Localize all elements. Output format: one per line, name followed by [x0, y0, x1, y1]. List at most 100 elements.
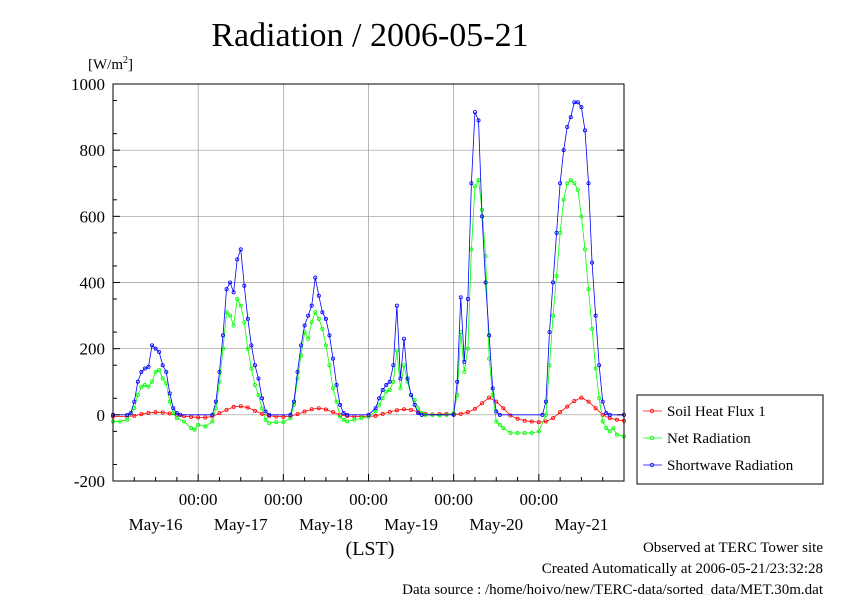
data-point	[579, 395, 584, 400]
data-point	[295, 376, 300, 381]
data-point	[476, 118, 481, 123]
data-point	[377, 396, 382, 401]
data-point	[401, 336, 406, 341]
data-point	[508, 413, 513, 418]
data-point	[600, 419, 605, 424]
data-point	[160, 376, 165, 381]
data-point	[139, 412, 144, 417]
data-point	[458, 295, 463, 300]
data-point	[323, 316, 328, 321]
data-point	[196, 415, 201, 420]
x-tick-label: 00:00	[519, 490, 558, 509]
data-point	[380, 411, 385, 416]
data-point	[327, 333, 332, 338]
data-point	[171, 406, 176, 411]
footer-site: Observed at TERC Tower site	[643, 540, 823, 556]
data-point	[394, 303, 399, 308]
data-point	[451, 412, 456, 417]
data-point	[178, 412, 183, 417]
data-point	[235, 257, 240, 262]
y-tick-label: 600	[80, 207, 106, 226]
data-point	[146, 384, 151, 389]
data-point	[135, 379, 140, 384]
data-point	[494, 409, 499, 414]
y-tick-label: 800	[80, 141, 106, 160]
data-point	[256, 392, 261, 397]
legend-label: Net Radiation	[667, 431, 751, 447]
data-point	[132, 413, 137, 418]
data-point	[150, 343, 155, 348]
data-point	[462, 359, 467, 364]
data-point	[522, 431, 527, 436]
data-point	[316, 316, 321, 321]
data-point	[306, 313, 311, 318]
data-point	[341, 417, 346, 422]
data-point	[210, 412, 215, 417]
data-point	[231, 404, 236, 409]
data-point	[476, 177, 481, 182]
data-point	[153, 369, 158, 374]
data-point	[334, 399, 339, 404]
data-point	[497, 422, 502, 427]
data-point	[256, 376, 261, 381]
data-point	[217, 369, 222, 374]
data-point	[295, 412, 300, 417]
data-point	[607, 429, 612, 434]
data-point	[146, 410, 151, 415]
footer-created: Created Automatically at 2006-05-21/23:3…	[542, 561, 823, 577]
data-point	[221, 333, 226, 338]
data-point	[252, 408, 257, 413]
data-point	[522, 418, 527, 423]
data-point	[359, 416, 364, 421]
x-tick-label: 00:00	[264, 490, 303, 509]
data-point	[529, 431, 534, 436]
data-point	[409, 407, 414, 412]
data-point	[465, 297, 470, 302]
data-point	[224, 407, 229, 412]
data-point	[373, 406, 378, 411]
data-point	[597, 396, 602, 401]
data-point	[611, 426, 616, 431]
data-point	[501, 406, 506, 411]
data-point	[174, 416, 179, 421]
data-point	[139, 384, 144, 389]
data-point	[260, 396, 265, 401]
day-label: May-19	[384, 515, 438, 534]
data-point	[614, 417, 619, 422]
data-point	[515, 431, 520, 436]
y-axis-label-main: [W/m	[88, 57, 123, 73]
data-point	[593, 313, 598, 318]
data-point	[416, 406, 421, 411]
data-point	[558, 181, 563, 186]
data-point	[338, 414, 343, 419]
data-point	[515, 416, 520, 421]
data-point	[501, 426, 506, 431]
data-point	[561, 148, 566, 153]
data-point	[472, 406, 477, 411]
data-point	[174, 411, 179, 416]
data-point	[597, 363, 602, 368]
data-point	[125, 417, 130, 422]
data-point	[458, 411, 463, 416]
data-point	[267, 412, 272, 417]
data-point	[245, 346, 250, 351]
data-point	[323, 407, 328, 412]
legend-box	[636, 394, 824, 485]
data-point	[494, 419, 499, 424]
data-point	[600, 412, 605, 417]
data-point	[309, 303, 314, 308]
data-point	[554, 230, 559, 235]
data-point	[228, 313, 233, 318]
series-line	[113, 101, 624, 416]
data-point	[543, 399, 548, 404]
data-point	[394, 408, 399, 413]
data-point	[135, 392, 140, 397]
data-point	[455, 379, 460, 384]
data-point	[217, 411, 222, 416]
data-point	[490, 386, 495, 391]
data-point	[387, 388, 392, 393]
data-point	[412, 402, 417, 407]
data-point	[572, 181, 577, 186]
data-point	[231, 290, 236, 295]
